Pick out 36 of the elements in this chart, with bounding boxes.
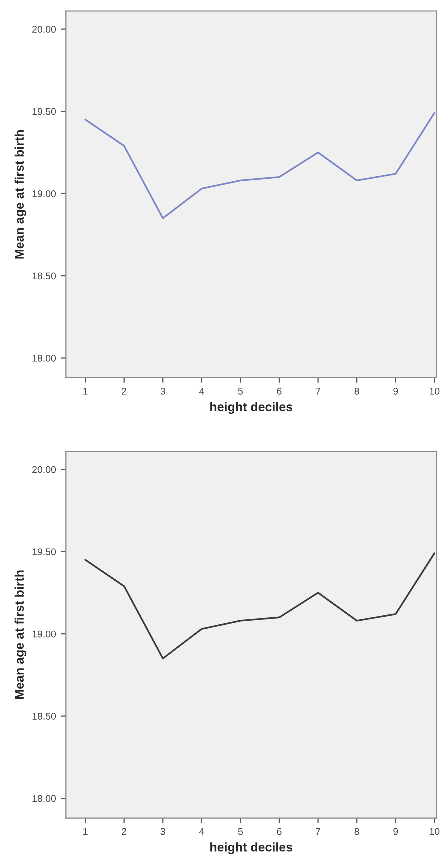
x-tick-label: 2 [122, 388, 127, 395]
x-tick-label: 4 [199, 388, 204, 395]
x-tick-label: 9 [394, 388, 398, 395]
y-axis-title: Mean age at first birth [14, 570, 27, 700]
y-tick-label: 19.00 [32, 190, 56, 198]
x-axis-title: height deciles [210, 842, 293, 854]
x-tick-label: 8 [354, 388, 360, 395]
x-tick-label: 3 [160, 388, 166, 395]
x-axis-title: height deciles [210, 402, 293, 414]
y-tick-label: 19.50 [32, 108, 56, 116]
line-series [84, 552, 436, 660]
x-tick-label: 1 [84, 388, 88, 395]
x-tick-label: 6 [277, 388, 282, 395]
y-tick-label: 19.50 [32, 548, 56, 556]
y-tick-label: 20.00 [32, 466, 56, 474]
x-tick-label: 7 [316, 388, 320, 395]
x-tick-label: 4 [199, 828, 204, 836]
x-tick-label: 8 [354, 828, 360, 836]
y-tick-label: 20.00 [32, 26, 56, 33]
line-series [84, 112, 436, 220]
x-tick-label: 1 [84, 828, 88, 836]
y-tick-label: 18.00 [32, 795, 56, 802]
y-tick-label: 18.50 [32, 713, 56, 720]
x-tick-label: 5 [238, 828, 243, 836]
x-tick-label: 6 [277, 828, 282, 836]
x-tick-label: 10 [430, 828, 440, 836]
y-tick-label: 18.50 [32, 272, 56, 280]
x-tick-label: 2 [122, 828, 127, 836]
x-tick-label: 5 [238, 388, 243, 395]
y-axis-title: Mean age at first birth [14, 130, 27, 259]
y-tick-label: 19.00 [32, 630, 56, 638]
y-tick-label: 18.00 [32, 355, 56, 362]
x-tick-label: 10 [430, 388, 440, 395]
x-tick-label: 3 [160, 828, 166, 836]
x-tick-label: 7 [316, 828, 320, 836]
x-tick-label: 9 [394, 828, 398, 836]
